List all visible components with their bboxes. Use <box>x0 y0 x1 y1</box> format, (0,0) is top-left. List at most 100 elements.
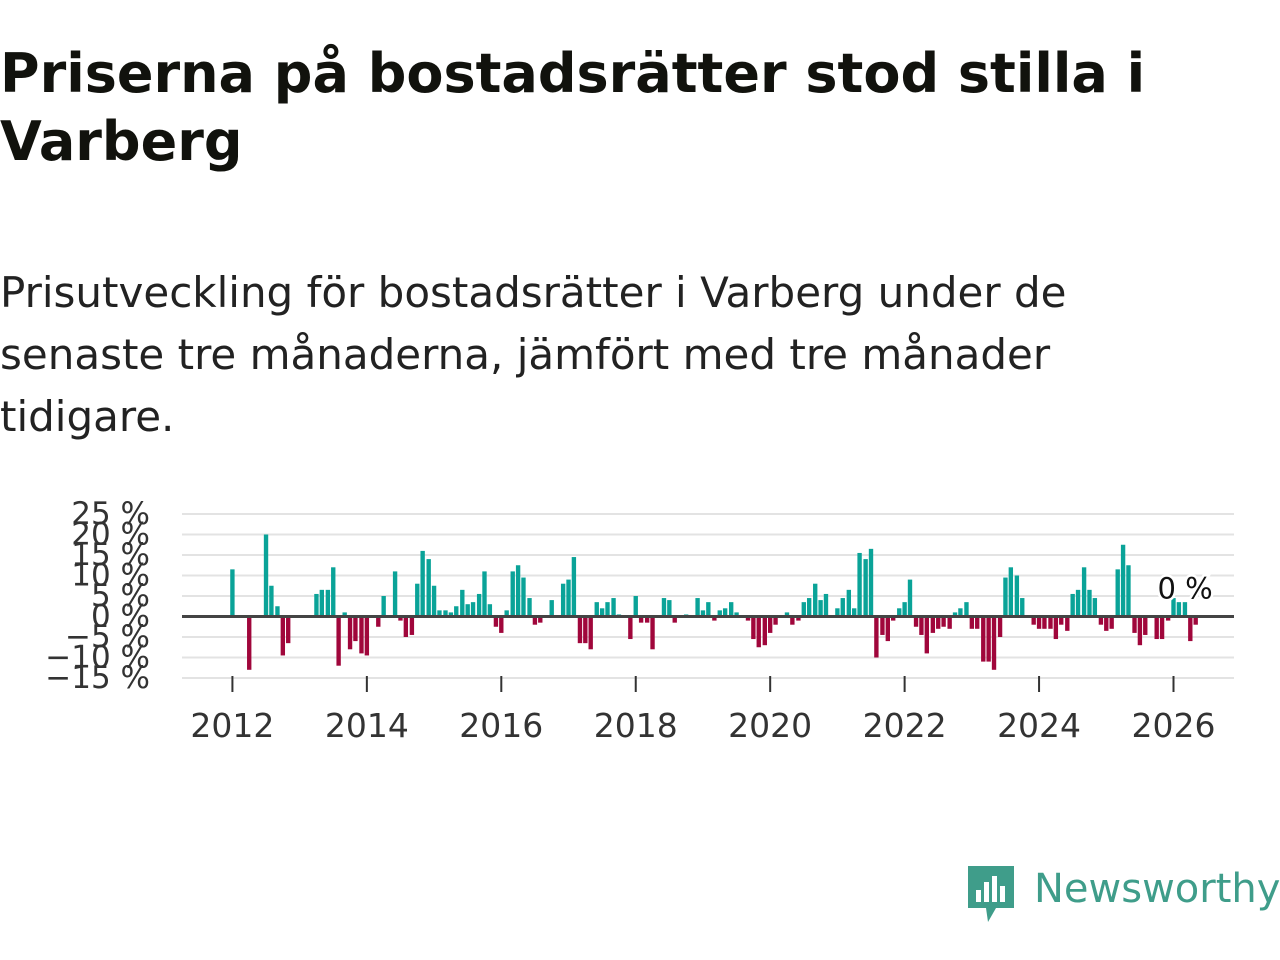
bar <box>460 589 465 617</box>
bar <box>806 598 812 617</box>
y-tick-label: −10 % <box>45 640 150 676</box>
bar <box>403 616 409 637</box>
bar <box>599 608 605 617</box>
bar <box>1014 575 1020 617</box>
bars <box>230 534 1198 670</box>
bar <box>1182 602 1188 617</box>
bar <box>695 598 700 617</box>
bar <box>376 616 381 627</box>
bar <box>644 616 650 623</box>
bar <box>1159 616 1165 640</box>
bar <box>521 577 526 617</box>
x-tick-label: 2016 <box>459 706 543 740</box>
bar <box>1003 577 1008 617</box>
page-title: Priserna på bostadsrätter stod stilla i … <box>0 42 1146 173</box>
bar <box>801 602 806 617</box>
latest-value-label: 0 % <box>1158 572 1213 606</box>
bar <box>734 612 739 617</box>
bar <box>991 616 997 670</box>
bar <box>437 610 442 617</box>
bar <box>1048 616 1053 629</box>
bar <box>712 616 717 621</box>
bar <box>1036 616 1042 629</box>
bar <box>470 602 476 617</box>
bar <box>729 602 734 617</box>
bar <box>314 593 319 617</box>
bar <box>1008 567 1014 617</box>
y-tick-label: 15 % <box>71 537 150 573</box>
bar-chart: 25 %20 %15 %10 %5 %0 %−5 %−10 %−15 % 201… <box>45 496 1234 740</box>
bar <box>364 616 370 656</box>
bar <box>487 604 493 617</box>
bar <box>947 616 952 629</box>
bar <box>936 616 941 629</box>
bar <box>762 616 767 646</box>
newsworthy-logo-icon <box>968 866 1014 922</box>
bar <box>515 565 521 617</box>
bar <box>493 616 499 627</box>
bar <box>415 583 420 617</box>
bar <box>336 616 341 666</box>
bar <box>1065 616 1070 631</box>
bar <box>897 608 902 617</box>
bar <box>986 616 991 662</box>
bar <box>964 602 969 617</box>
x-tick-label: 2012 <box>190 706 274 740</box>
bar <box>823 593 829 617</box>
bar <box>1126 565 1131 617</box>
bar <box>325 589 331 617</box>
bar <box>863 559 868 617</box>
y-tick-label: 25 % <box>71 496 150 532</box>
bar <box>717 610 722 617</box>
bar <box>913 616 919 627</box>
bar <box>975 616 980 629</box>
bar <box>611 598 616 617</box>
bar <box>941 616 946 627</box>
bar <box>751 616 756 640</box>
bar <box>499 616 504 633</box>
bar <box>756 616 761 648</box>
bar <box>790 616 795 625</box>
bar <box>280 616 286 656</box>
bar <box>722 608 728 617</box>
bar <box>969 616 975 629</box>
bar <box>342 612 347 617</box>
bar <box>347 616 353 650</box>
bar <box>1020 598 1025 617</box>
bar <box>605 602 610 617</box>
bar <box>628 616 633 640</box>
bar <box>504 610 509 617</box>
bar <box>381 596 386 617</box>
bar <box>549 600 554 617</box>
bar <box>706 602 711 617</box>
bar <box>1115 569 1120 617</box>
bar <box>902 602 907 617</box>
bar <box>773 616 778 625</box>
bar <box>1165 616 1171 621</box>
bar <box>672 616 677 623</box>
bar <box>1053 616 1059 640</box>
bar <box>958 608 963 617</box>
bar <box>420 550 425 617</box>
bar <box>1092 598 1098 617</box>
y-tick-label: 5 % <box>91 578 150 614</box>
bar <box>852 608 857 617</box>
bar <box>818 600 823 617</box>
bar <box>661 598 667 617</box>
bar <box>1143 616 1148 635</box>
bar <box>359 616 364 654</box>
x-tick-label: 2018 <box>594 706 678 740</box>
bar <box>650 616 655 650</box>
bar <box>454 606 459 617</box>
y-tick-label: 0 % <box>91 599 150 635</box>
bar <box>398 616 403 621</box>
bar <box>1137 616 1143 646</box>
bar <box>835 608 840 617</box>
bar <box>1075 589 1081 617</box>
bar <box>880 616 885 635</box>
bar <box>924 616 929 654</box>
bar <box>907 579 913 617</box>
x-tick-label: 2022 <box>863 706 947 740</box>
chart-subtitle: Prisutveckling för bostadsrätter i Varbe… <box>0 268 1067 441</box>
bar <box>1193 616 1198 625</box>
